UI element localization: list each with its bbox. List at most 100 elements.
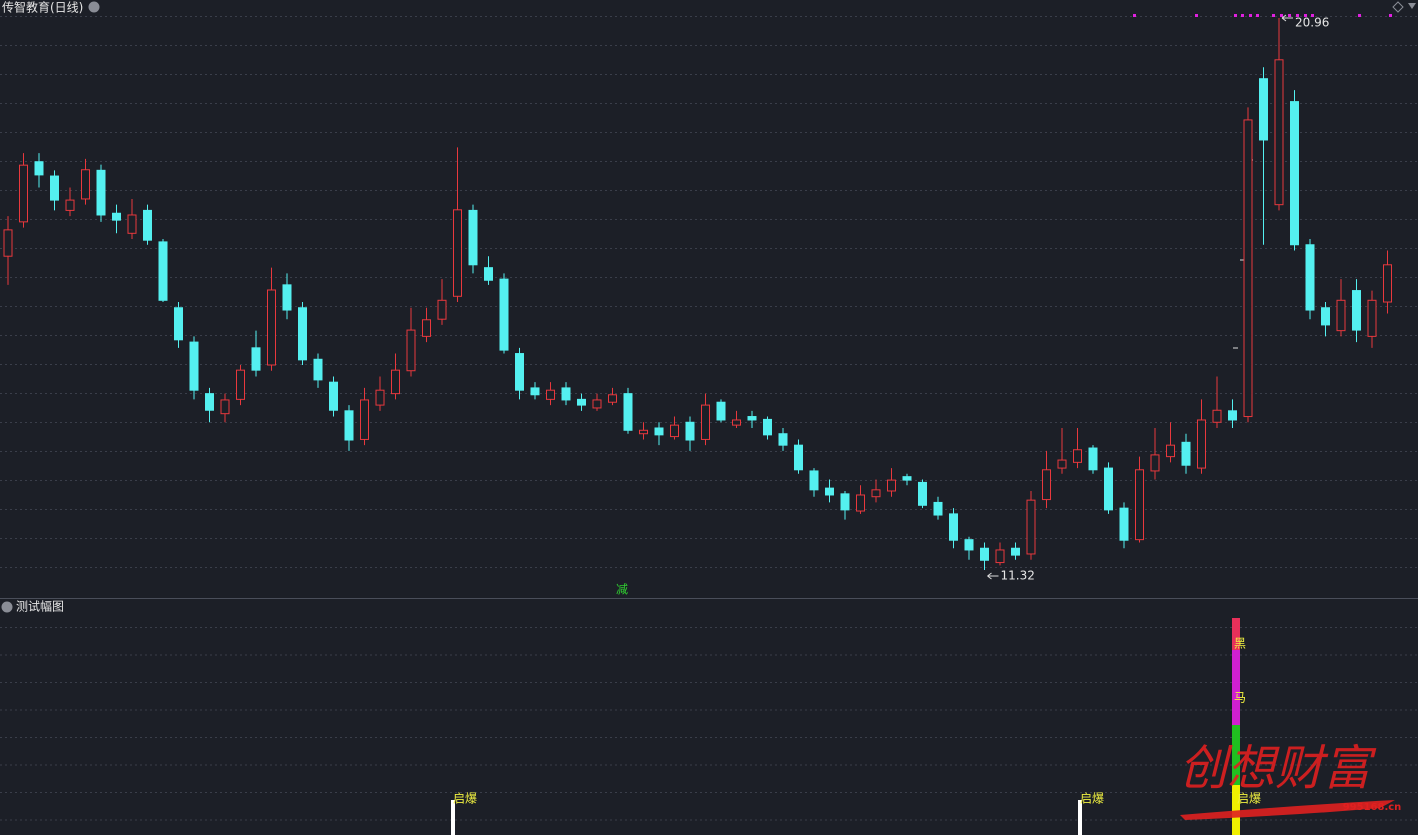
arrow <box>1281 14 1293 22</box>
candles: 20.96 11.32 <box>3 14 1392 583</box>
candle-body <box>1104 467 1113 511</box>
menu-icon[interactable] <box>88 1 100 13</box>
candle-body <box>856 494 865 512</box>
candle-body <box>437 299 447 320</box>
candle-body <box>81 169 90 200</box>
candle-body <box>1352 290 1361 331</box>
candle-body <box>360 399 369 440</box>
candle-body <box>1026 499 1036 555</box>
candle-body <box>747 416 757 421</box>
candle-body <box>1042 469 1051 501</box>
min-label: 11.32 <box>1001 569 1035 583</box>
stack-label: 马 <box>1234 691 1246 705</box>
candle-body <box>902 476 912 481</box>
signal-bar <box>451 800 455 835</box>
signal-bar <box>1078 800 1082 835</box>
candle-body <box>50 175 59 201</box>
candle-body <box>1228 410 1237 421</box>
candle-body <box>949 513 958 541</box>
candle-body <box>1073 449 1082 463</box>
candle-body <box>1367 299 1377 337</box>
candle-body <box>375 389 385 406</box>
candle-body <box>1088 447 1098 471</box>
candle-body <box>763 418 772 436</box>
collapse-icon[interactable] <box>1408 3 1416 9</box>
candle-body <box>468 209 478 266</box>
candle-body <box>3 229 13 257</box>
candle-body <box>623 393 633 431</box>
candle-body <box>96 169 106 216</box>
candle-body <box>1290 101 1299 246</box>
candle-body <box>685 421 695 441</box>
candle-body <box>282 284 292 311</box>
signal-label: 启爆 <box>1080 792 1104 806</box>
candle-body <box>1197 419 1206 469</box>
candle-body <box>344 410 354 441</box>
candle-body <box>1212 409 1222 423</box>
candle-body <box>484 267 493 281</box>
watermark-url: 995168.cn <box>1343 802 1402 813</box>
candle-body <box>1243 119 1253 418</box>
toggle-icon[interactable] <box>1392 1 1404 13</box>
chart-title: 传智教育(日线) <box>2 0 83 15</box>
candle-body <box>1150 454 1160 472</box>
arrow <box>987 572 999 580</box>
candle-body <box>716 401 726 421</box>
candle-body <box>778 433 788 446</box>
candle-body <box>701 404 710 440</box>
candle-body <box>871 489 881 498</box>
candle-body <box>112 212 121 221</box>
candle-body <box>639 429 648 435</box>
candle-body <box>561 387 571 401</box>
candle-body <box>1011 547 1020 556</box>
candle-body <box>1274 59 1284 206</box>
candle-body <box>577 398 586 406</box>
candle-body <box>267 289 276 366</box>
candle-body <box>220 399 230 415</box>
candle-body <box>933 501 943 516</box>
candle-body <box>546 389 555 400</box>
candle-body <box>670 424 679 438</box>
candle-body <box>499 278 509 351</box>
candle-body <box>298 307 307 361</box>
candle-body <box>732 419 741 426</box>
candle-body <box>1057 459 1067 469</box>
candle-body <box>592 399 602 409</box>
candle-body <box>158 241 168 301</box>
indicator-icon[interactable] <box>1 601 13 613</box>
candle-body <box>809 470 819 491</box>
stack-bar <box>1232 725 1240 785</box>
candle-body <box>1259 78 1268 141</box>
candle-body <box>608 394 617 403</box>
candle-body <box>515 353 524 391</box>
candle-body <box>391 369 400 395</box>
candle-body <box>174 307 183 341</box>
signal-label: 启爆 <box>1237 792 1261 806</box>
annotation: 减 <box>616 583 628 597</box>
stack-bar <box>1232 650 1240 725</box>
candle-body <box>1119 507 1129 541</box>
candle-body <box>825 487 834 496</box>
candle-body <box>313 358 323 381</box>
candle-body <box>65 199 75 211</box>
candle-body <box>887 479 896 492</box>
candle-body <box>840 493 850 511</box>
stack-bar <box>1232 785 1240 835</box>
candle-body <box>236 369 245 400</box>
candle-body <box>1305 244 1315 311</box>
candle-body <box>918 481 927 506</box>
candle-body <box>1181 441 1191 466</box>
candle-body <box>34 161 44 176</box>
candle-body <box>995 549 1005 564</box>
candle-body <box>1135 469 1144 541</box>
candle-body <box>1336 299 1346 332</box>
candle-body <box>406 329 416 372</box>
candle-body <box>964 539 974 551</box>
candle-body <box>329 381 338 411</box>
indicator-title: 测试幅图 <box>16 599 64 614</box>
candle-body <box>794 444 803 471</box>
max-label: 20.96 <box>1295 16 1329 30</box>
candle-body <box>143 209 152 241</box>
candle-body <box>127 214 137 234</box>
